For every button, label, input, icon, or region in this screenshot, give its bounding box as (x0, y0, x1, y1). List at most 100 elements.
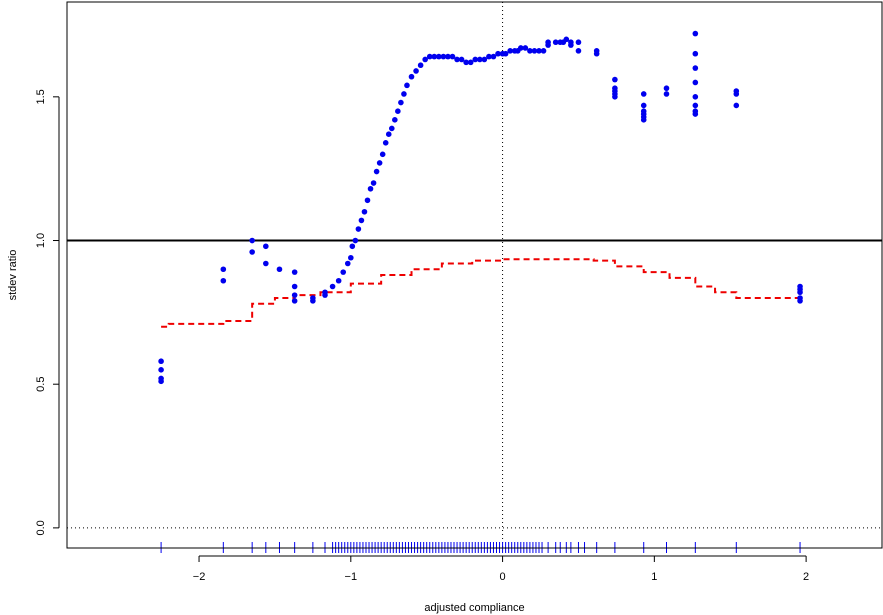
y-axis-label: stdev ratio (7, 250, 19, 301)
data-point (507, 48, 513, 54)
data-point (522, 45, 529, 51)
data-point (517, 45, 524, 51)
data-point (422, 56, 428, 63)
data-point (291, 292, 298, 298)
data-point (373, 168, 380, 175)
data-point (458, 56, 465, 63)
data-point (322, 292, 328, 298)
data-point (158, 367, 164, 373)
data-point (797, 298, 803, 304)
data-point (495, 50, 501, 57)
data-point (593, 50, 600, 57)
data-point (568, 42, 574, 48)
data-point (220, 266, 227, 273)
plot-frame (66, 1, 883, 549)
data-point (388, 125, 395, 132)
data-point (449, 53, 456, 60)
data-point (352, 237, 359, 244)
x-tick-label: −2 (193, 571, 206, 583)
y-tick-label: 0.0 (35, 520, 47, 535)
data-point (367, 185, 374, 192)
point-series (158, 30, 803, 385)
data-point (692, 79, 699, 86)
data-point (640, 117, 647, 123)
data-point (340, 269, 347, 275)
data-point (249, 237, 255, 244)
data-point (563, 36, 570, 43)
data-point (349, 243, 356, 250)
x-tick-label: 2 (803, 571, 809, 583)
data-point (575, 39, 582, 46)
data-point (348, 254, 354, 261)
data-point (310, 298, 316, 304)
data-point (401, 91, 407, 97)
data-point (612, 94, 618, 100)
data-point (531, 48, 538, 54)
y-tick-label: 1.5 (35, 89, 47, 104)
data-point (329, 283, 336, 290)
data-point (692, 94, 699, 100)
data-point (158, 358, 164, 365)
data-point (291, 269, 298, 275)
data-point (358, 217, 365, 224)
data-point (413, 68, 419, 74)
data-point (733, 91, 740, 97)
data-point (540, 48, 547, 54)
data-point (692, 65, 699, 71)
y-tick-label: 0.5 (35, 377, 47, 392)
y-tick-label: 1.0 (35, 233, 47, 248)
data-point (467, 59, 474, 66)
data-point (291, 298, 298, 304)
data-point (663, 91, 670, 97)
data-point (335, 277, 342, 284)
data-point (263, 243, 269, 250)
data-point (379, 151, 386, 158)
data-point (404, 82, 410, 89)
data-point (392, 117, 398, 123)
data-point (463, 59, 469, 66)
data-point (385, 131, 392, 137)
axes: −2 −1 0 1 2 0.0 0.5 1.0 1.5 (35, 1, 883, 583)
data-point (481, 56, 488, 63)
data-point (692, 111, 699, 117)
data-point (291, 283, 298, 290)
x-tick-label: −1 (345, 571, 358, 583)
data-point (552, 39, 559, 46)
data-point (408, 73, 415, 80)
data-point (640, 91, 647, 97)
data-point (344, 260, 351, 267)
data-point (454, 56, 460, 63)
data-point (445, 53, 451, 60)
data-point (733, 102, 740, 109)
data-point (545, 42, 551, 48)
data-point (692, 102, 699, 109)
data-point (382, 140, 389, 146)
data-point (376, 160, 383, 166)
data-point (436, 53, 442, 60)
data-point (158, 378, 164, 385)
data-point (640, 102, 647, 109)
data-point (536, 48, 542, 54)
data-point (486, 53, 492, 60)
data-point (431, 53, 438, 60)
x-tick-label: 0 (500, 571, 506, 583)
data-point (477, 56, 483, 63)
data-point (263, 260, 269, 267)
band-series (161, 258, 804, 328)
data-point (692, 50, 699, 57)
data-point (527, 48, 533, 54)
data-point (364, 197, 371, 204)
data-point (398, 99, 404, 106)
data-point (575, 48, 582, 54)
data-point (663, 85, 670, 92)
data-point (370, 180, 377, 186)
x-axis-label: adjusted compliance (424, 602, 524, 614)
data-point (276, 266, 283, 273)
data-point (426, 53, 433, 60)
x-tick-label: 1 (651, 571, 657, 583)
data-point (612, 76, 618, 83)
data-point (502, 50, 509, 57)
data-point (355, 226, 362, 232)
data-point (361, 208, 368, 215)
